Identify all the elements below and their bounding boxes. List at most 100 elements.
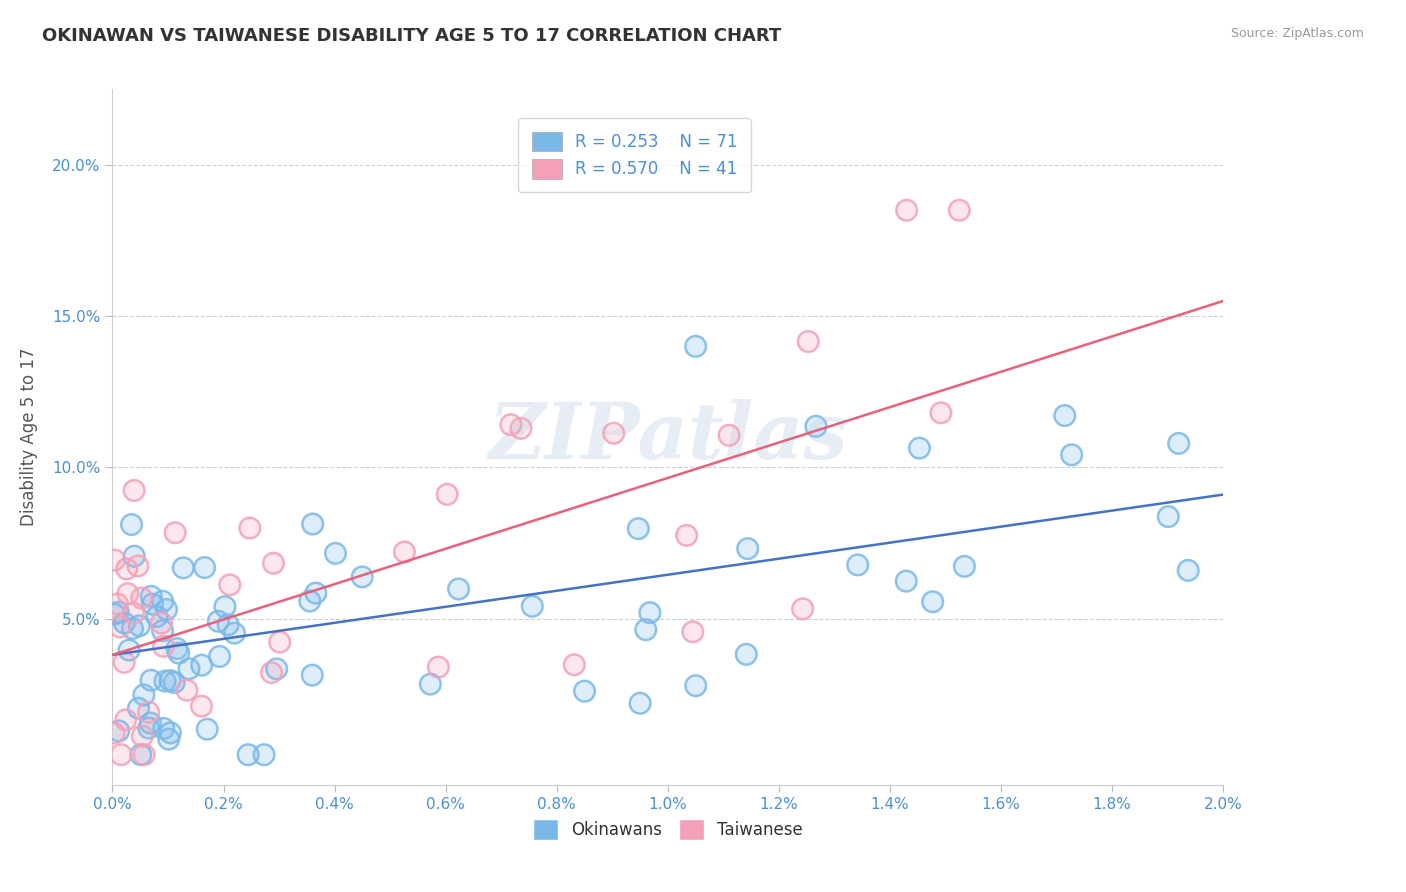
Point	[352, 570, 374, 584]
Point	[165, 525, 187, 540]
Point	[207, 614, 229, 628]
Okinawans	[118, 643, 141, 657]
Okinawans	[146, 609, 169, 624]
Point	[253, 747, 276, 762]
Point	[159, 726, 181, 740]
Taiwanese	[510, 421, 533, 435]
Okinawans	[574, 684, 596, 698]
Okinawans	[153, 674, 176, 689]
Point	[224, 626, 246, 640]
Point	[208, 649, 231, 664]
Point	[153, 674, 176, 689]
Okinawans	[253, 747, 276, 762]
Taiwanese	[792, 602, 814, 616]
Okinawans	[224, 626, 246, 640]
Okinawans	[301, 668, 323, 682]
Point	[682, 624, 704, 639]
Point	[634, 623, 657, 637]
Taiwanese	[122, 607, 145, 621]
Okinawans	[139, 673, 162, 688]
Okinawans	[155, 602, 177, 616]
Taiwanese	[797, 334, 820, 349]
Okinawans	[953, 559, 976, 574]
Point	[132, 688, 155, 702]
Point	[127, 558, 149, 573]
Taiwanese	[107, 597, 129, 611]
Okinawans	[166, 641, 188, 656]
Taiwanese	[499, 417, 522, 432]
Point	[128, 619, 150, 633]
Point	[141, 590, 163, 604]
Point	[948, 203, 970, 218]
Taiwanese	[263, 556, 285, 570]
Point	[305, 586, 328, 600]
Okinawans	[177, 662, 200, 676]
Okinawans	[152, 594, 174, 608]
Point	[628, 696, 651, 710]
Okinawans	[194, 560, 217, 574]
Point	[908, 441, 931, 455]
Point	[176, 683, 198, 698]
Taiwanese	[427, 660, 450, 674]
Taiwanese	[436, 487, 458, 501]
Okinawans	[638, 606, 661, 620]
Point	[427, 660, 450, 674]
Text: ZIPatlas: ZIPatlas	[488, 399, 848, 475]
Point	[122, 607, 145, 621]
Taiwanese	[117, 587, 139, 601]
Taiwanese	[122, 483, 145, 498]
Okinawans	[128, 701, 150, 715]
Point	[107, 597, 129, 611]
Point	[138, 705, 160, 719]
Taiwanese	[602, 426, 624, 441]
Okinawans	[685, 339, 707, 353]
Okinawans	[628, 696, 651, 710]
Point	[574, 684, 596, 698]
Point	[218, 578, 240, 592]
Taiwanese	[108, 620, 131, 634]
Okinawans	[627, 522, 650, 536]
Point	[194, 560, 217, 574]
Point	[675, 528, 697, 542]
Okinawans	[804, 419, 827, 434]
Point	[124, 549, 146, 564]
Point	[152, 594, 174, 608]
Okinawans	[167, 646, 190, 660]
Taiwanese	[896, 203, 918, 218]
Point	[131, 591, 153, 606]
Point	[117, 587, 139, 601]
Okinawans	[195, 722, 218, 736]
Okinawans	[1060, 448, 1083, 462]
Point	[157, 732, 180, 747]
Point	[627, 522, 650, 536]
Point	[737, 541, 759, 556]
Okinawans	[121, 622, 143, 636]
Okinawans	[352, 570, 374, 584]
Okinawans	[190, 658, 212, 673]
Okinawans	[522, 599, 544, 614]
Point	[735, 648, 758, 662]
Point	[163, 675, 186, 690]
Point	[685, 339, 707, 353]
Point	[1053, 409, 1076, 423]
Taiwanese	[718, 428, 741, 442]
Taiwanese	[103, 726, 125, 740]
Point	[139, 716, 162, 731]
Point	[896, 574, 918, 589]
Okinawans	[107, 605, 129, 619]
Taiwanese	[948, 203, 970, 218]
Point	[155, 602, 177, 616]
Point	[195, 722, 218, 736]
Taiwanese	[218, 578, 240, 592]
Point	[804, 419, 827, 434]
Point	[447, 582, 470, 596]
Point	[1060, 448, 1083, 462]
Okinawans	[128, 619, 150, 633]
Taiwanese	[269, 635, 291, 649]
Point	[152, 640, 174, 654]
Point	[172, 561, 194, 575]
Point	[114, 713, 136, 727]
Point	[107, 723, 129, 738]
Point	[138, 721, 160, 735]
Point	[146, 609, 169, 624]
